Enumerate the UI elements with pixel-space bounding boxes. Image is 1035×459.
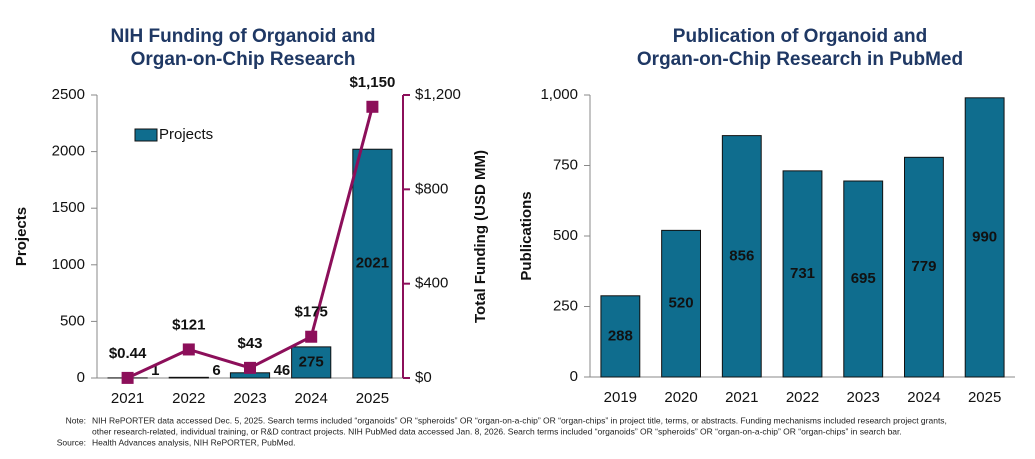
line-marker — [366, 100, 379, 113]
source-label: Source: — [57, 437, 86, 447]
y2-tick-label: $400 — [415, 275, 448, 292]
x-tick-label: 2020 — [664, 389, 697, 406]
bar-value-label: 46 — [274, 362, 291, 379]
bar-value-label: 990 — [972, 228, 997, 245]
y2-axis-label: Total Funding (USD MM) — [472, 150, 489, 323]
x-tick-label: 2025 — [356, 390, 389, 407]
line-marker — [121, 371, 134, 384]
legend-label: Projects — [159, 126, 213, 143]
bar-value-label: 731 — [790, 265, 815, 282]
y-tick-label: 1500 — [52, 199, 85, 216]
y-tick-label: 2000 — [52, 143, 85, 160]
y-tick-label: 2500 — [52, 86, 85, 103]
line-value-label: $0.44 — [109, 345, 147, 362]
line-value-label: $43 — [237, 335, 262, 352]
y-tick-label: 500 — [60, 312, 85, 329]
line-marker — [182, 343, 195, 356]
bar — [291, 346, 332, 379]
legend-swatch — [134, 128, 158, 142]
bar-value-label: 275 — [299, 353, 324, 370]
line-marker — [244, 361, 256, 374]
bar — [964, 97, 1005, 378]
bar — [168, 376, 209, 379]
bar — [782, 170, 823, 378]
y2-tick-label: $1,200 — [415, 86, 461, 103]
x-tick-label: 2019 — [604, 389, 637, 406]
y-axis-label: Projects — [13, 207, 30, 266]
x-tick-label: 2024 — [295, 390, 328, 407]
y-tick-label: 750 — [553, 156, 578, 173]
note-line: NIH RePORTER data accessed Dec. 5, 2025.… — [92, 415, 947, 425]
x-tick-label: 2024 — [907, 389, 940, 406]
line-value-label: $121 — [172, 316, 205, 333]
bar-value-label: 520 — [669, 295, 694, 312]
bar — [904, 156, 944, 378]
x-tick-label: 2022 — [172, 390, 205, 407]
x-tick-label: 2022 — [786, 389, 819, 406]
y-tick-label: 250 — [553, 297, 578, 314]
x-tick-label: 2021 — [725, 389, 758, 406]
x-tick-label: 2021 — [111, 390, 144, 407]
y2-tick-label: $0 — [415, 369, 432, 386]
bar — [661, 229, 702, 378]
y-tick-label: 500 — [553, 227, 578, 244]
chart-title: Organ-on-Chip Research in PubMed — [637, 49, 963, 70]
note-label: Note: — [66, 415, 86, 425]
bar-value-label: 1 — [151, 362, 159, 379]
y-tick-label: 0 — [77, 369, 85, 386]
bar-value-label: 856 — [729, 247, 754, 264]
bar-value-label: 288 — [608, 327, 633, 344]
line-marker — [305, 330, 318, 343]
chart-title: NIH Funding of Organoid and — [111, 26, 376, 47]
chart-title: Organ-on-Chip Research — [131, 49, 356, 70]
chart-title: Publication of Organoid and — [673, 26, 927, 47]
y-axis-label: Publications — [518, 191, 535, 280]
x-tick-label: 2023 — [847, 389, 880, 406]
source-text: Health Advances analysis, NIH RePORTER, … — [92, 437, 295, 447]
y-tick-label: 1,000 — [540, 86, 578, 103]
line-value-label: $1,150 — [349, 74, 395, 91]
bar-value-label: 779 — [911, 258, 936, 275]
bar — [352, 148, 393, 379]
bar — [721, 135, 762, 378]
bar-value-label: 695 — [851, 270, 876, 287]
x-tick-label: 2023 — [233, 390, 266, 407]
y-tick-label: 1000 — [52, 256, 85, 273]
bar — [843, 180, 884, 378]
line-value-label: $175 — [295, 304, 328, 321]
y-tick-label: 0 — [570, 368, 578, 385]
bar-value-label: 6 — [212, 362, 220, 379]
bar-value-label: 2021 — [356, 255, 389, 272]
bar — [600, 295, 641, 378]
note-line: other research-related, individual train… — [92, 426, 902, 436]
x-tick-label: 2025 — [968, 389, 1001, 406]
y2-tick-label: $800 — [415, 180, 448, 197]
